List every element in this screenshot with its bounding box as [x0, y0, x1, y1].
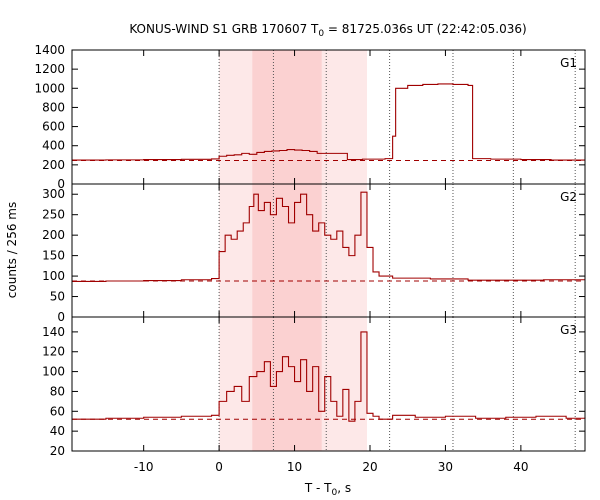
y-tick-label: 140	[42, 325, 65, 339]
x-tick-label: 0	[215, 460, 223, 474]
x-tick-label: 10	[287, 460, 302, 474]
y-tick-label: 100	[42, 269, 65, 283]
x-axis-label-rest: , s	[337, 481, 351, 495]
panel-g1: 0 200 400 600 800 1000 1200 1400 G1	[34, 43, 586, 191]
panel-label: G1	[560, 56, 577, 70]
panel-g3: 20 40 60 80 100 120 140 G3	[42, 316, 586, 458]
y-tick-label: 1400	[34, 43, 65, 57]
y-tick-label: 0	[57, 310, 65, 324]
y-tick-label: 1200	[34, 62, 65, 76]
y-tick-label: 120	[42, 345, 65, 359]
y-tick-label: 200	[42, 228, 65, 242]
panel-frame	[71, 316, 586, 452]
panel-label: G3	[560, 323, 577, 337]
y-tick-label: 20	[50, 444, 65, 458]
y-tick-label: 1000	[34, 81, 65, 95]
y-tick-label: 100	[42, 365, 65, 379]
x-axis-label: T - T0, s	[304, 481, 351, 498]
panels: 0200400600800100012001400G10501001502002…	[34, 43, 586, 474]
light-curve-g1	[72, 83, 585, 161]
y-tick-label: 200	[42, 158, 65, 172]
chart-title-rest: = 81725.036s UT (22:42:05.036)	[324, 22, 527, 36]
shade-dark	[252, 50, 322, 184]
y-tick-label: 40	[50, 424, 65, 438]
panel-g2: 0 50 100 150 200 250 300 G2	[42, 183, 586, 324]
chart-title-main: KONUS-WIND S1 GRB 170607 T	[129, 22, 319, 36]
y-tick-label: 300	[42, 187, 65, 201]
y-tick-label: 150	[42, 249, 65, 263]
y-tick-label: 0	[57, 177, 65, 191]
y-tick-label: 80	[50, 384, 65, 398]
shade-dark	[252, 184, 322, 317]
x-tick-label: 40	[513, 460, 528, 474]
x-axis-label-sub: 0	[332, 488, 338, 498]
light-curve-g2	[72, 191, 585, 282]
shade-dark	[252, 317, 322, 451]
x-axis-label-main: T - T	[304, 481, 332, 495]
y-axis-label: counts / 256 ms	[5, 202, 19, 298]
x-tick-label: 30	[438, 460, 453, 474]
y-tick-label: 250	[42, 208, 65, 222]
y-tick-label: 50	[50, 290, 65, 304]
y-tick-label: 800	[42, 100, 65, 114]
y-tick-label: 60	[50, 404, 65, 418]
x-tick-label: -10	[134, 460, 154, 474]
y-tick-label: 400	[42, 139, 65, 153]
x-tick-label: 20	[362, 460, 377, 474]
panel-label: G2	[560, 190, 577, 204]
y-tick-label: 600	[42, 120, 65, 134]
chart-title-sub: 0	[318, 29, 324, 39]
chart-title: KONUS-WIND S1 GRB 170607 T0 = 81725.036s…	[129, 22, 526, 39]
light-curve-g3	[72, 331, 586, 422]
